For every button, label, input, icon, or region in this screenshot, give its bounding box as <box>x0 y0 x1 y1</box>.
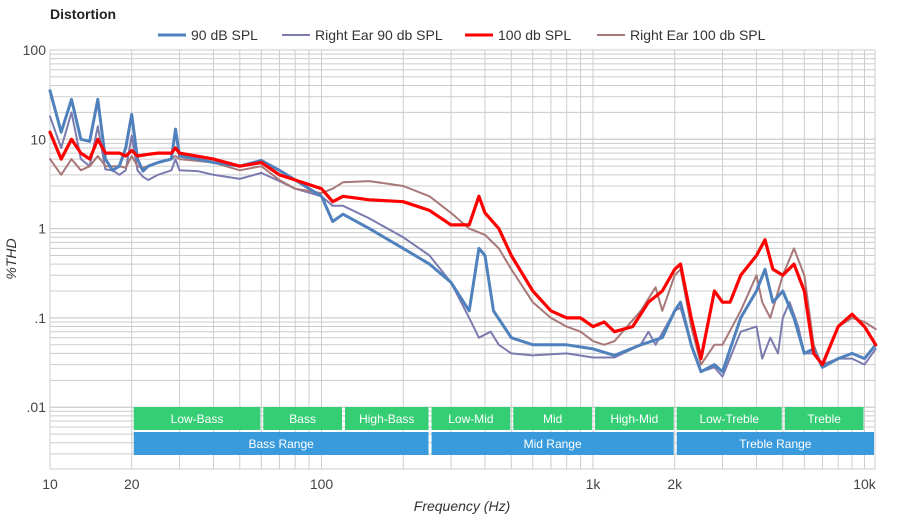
legend-item[interactable]: 100 db SPL <box>465 27 571 43</box>
band-rect <box>595 407 674 430</box>
y-tick-label: .1 <box>34 310 46 326</box>
legend-label: 90 dB SPL <box>191 27 258 43</box>
y-tick-label: 10 <box>30 131 46 147</box>
y-axis-label: %THD <box>3 238 19 279</box>
band-label: Low-Treble <box>699 412 759 426</box>
frequency-bands: Low-Bass Bass High-Bass Low-Mid Mid High-Mid L… <box>133 407 874 455</box>
band-treble: Treble <box>784 407 864 430</box>
legend-label: Right Ear 100 db SPL <box>630 27 766 43</box>
band-label: High-Bass <box>359 412 414 426</box>
legend-label: Right Ear 90 db SPL <box>315 27 443 43</box>
grid <box>49 49 876 470</box>
band-label: Treble <box>807 412 841 426</box>
band-label: Low-Mid <box>448 412 493 426</box>
series-line-right-ear-100-db-spl <box>49 155 877 369</box>
band-low-mid: Low-Mid <box>431 407 511 430</box>
series-line-100-db-spl <box>48 130 878 367</box>
legend-label: 100 db SPL <box>498 27 571 43</box>
band-bass-range: Bass Range <box>133 432 429 455</box>
band-label: Bass <box>289 412 316 426</box>
band-rect <box>133 407 261 430</box>
band-label: High-Mid <box>610 412 658 426</box>
band-mid-range: Mid Range <box>431 432 674 455</box>
band-treble-range: Treble Range <box>676 432 874 455</box>
band-low-treble: Low-Treble <box>676 407 782 430</box>
band-label: Treble Range <box>739 437 812 451</box>
band-rect <box>513 407 592 430</box>
legend: 90 dB SPL Right Ear 90 db SPL 100 db SPL Ri… <box>158 27 766 43</box>
y-tick-label: 1 <box>38 221 46 237</box>
x-axis-ticks: 10 20 100 1k 2k 10k <box>42 476 877 492</box>
band-rect <box>431 432 674 455</box>
x-tick-label: 1k <box>586 476 602 492</box>
series-lines <box>48 89 878 378</box>
legend-item[interactable]: 90 dB SPL <box>158 27 258 43</box>
series-line-90-db-spl <box>48 89 878 374</box>
x-tick-label: 20 <box>124 476 140 492</box>
x-tick-label: 2k <box>667 476 683 492</box>
band-low-bass: Low-Bass <box>133 407 261 430</box>
band-rect <box>676 432 874 455</box>
band-label: Mid Range <box>524 437 582 451</box>
band-high-bass: High-Bass <box>344 407 429 430</box>
band-mid: Mid <box>513 407 592 430</box>
x-tick-label: 10k <box>853 476 877 492</box>
band-rect <box>784 407 864 430</box>
x-tick-label: 100 <box>310 476 334 492</box>
band-rect <box>431 407 511 430</box>
legend-item[interactable]: Right Ear 90 db SPL <box>282 27 443 43</box>
x-tick-label: 10 <box>42 476 58 492</box>
y-axis-ticks: 100 10 1 .1 .01 <box>23 42 47 415</box>
y-tick-label: 100 <box>23 42 47 58</box>
band-rect <box>263 407 342 430</box>
legend-item[interactable]: Right Ear 100 db SPL <box>597 27 766 43</box>
band-rect <box>344 407 429 430</box>
band-rect <box>676 407 782 430</box>
band-bass: Bass <box>263 407 342 430</box>
band-rect <box>133 432 429 455</box>
x-axis-label: Frequency (Hz) <box>414 498 510 514</box>
band-label: Bass Range <box>248 437 314 451</box>
plot-frame <box>49 49 876 470</box>
chart-title: Distortion <box>50 6 116 22</box>
band-high-mid: High-Mid <box>595 407 674 430</box>
y-tick-label: .01 <box>27 399 47 415</box>
band-label: Low-Bass <box>171 412 224 426</box>
band-label: Mid <box>543 412 562 426</box>
